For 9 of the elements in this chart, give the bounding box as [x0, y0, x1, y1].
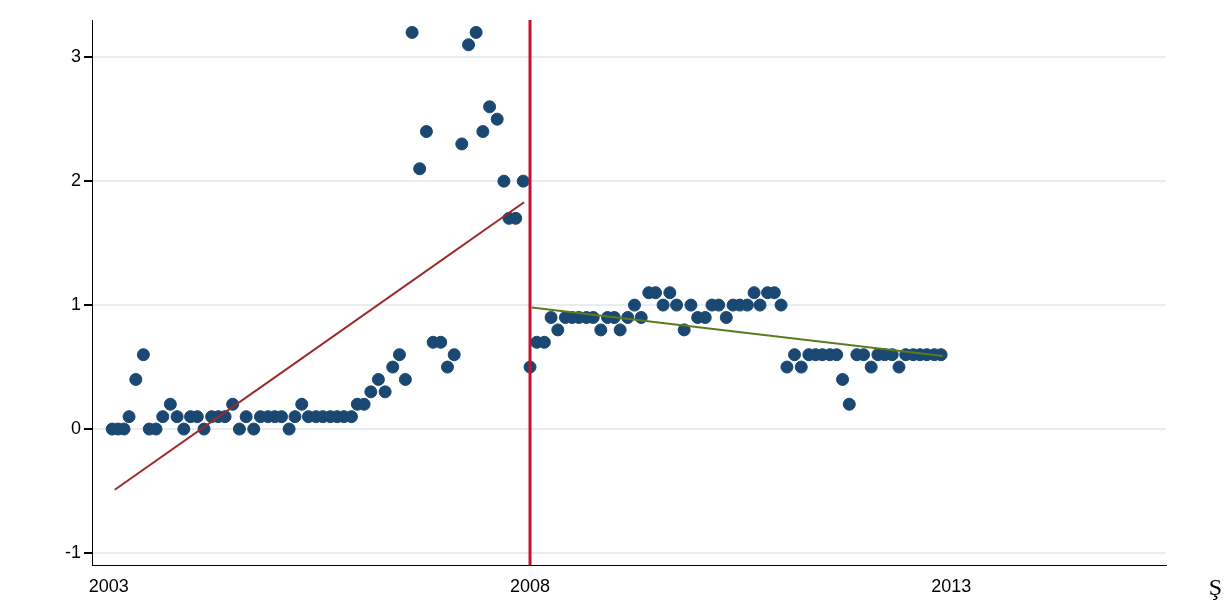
y-tick-label: 3 — [70, 46, 81, 67]
x-tick-label: 2008 — [510, 576, 551, 597]
y-tick-label: 1 — [70, 294, 81, 315]
x-tick-label: 2013 — [931, 576, 972, 597]
text: Ş — [1208, 574, 1222, 601]
y-tick-label: 2 — [70, 170, 81, 191]
y-tick-label: -1 — [64, 541, 81, 562]
y-tick-label: 0 — [70, 418, 81, 439]
x-tick-label: 2003 — [88, 576, 129, 597]
